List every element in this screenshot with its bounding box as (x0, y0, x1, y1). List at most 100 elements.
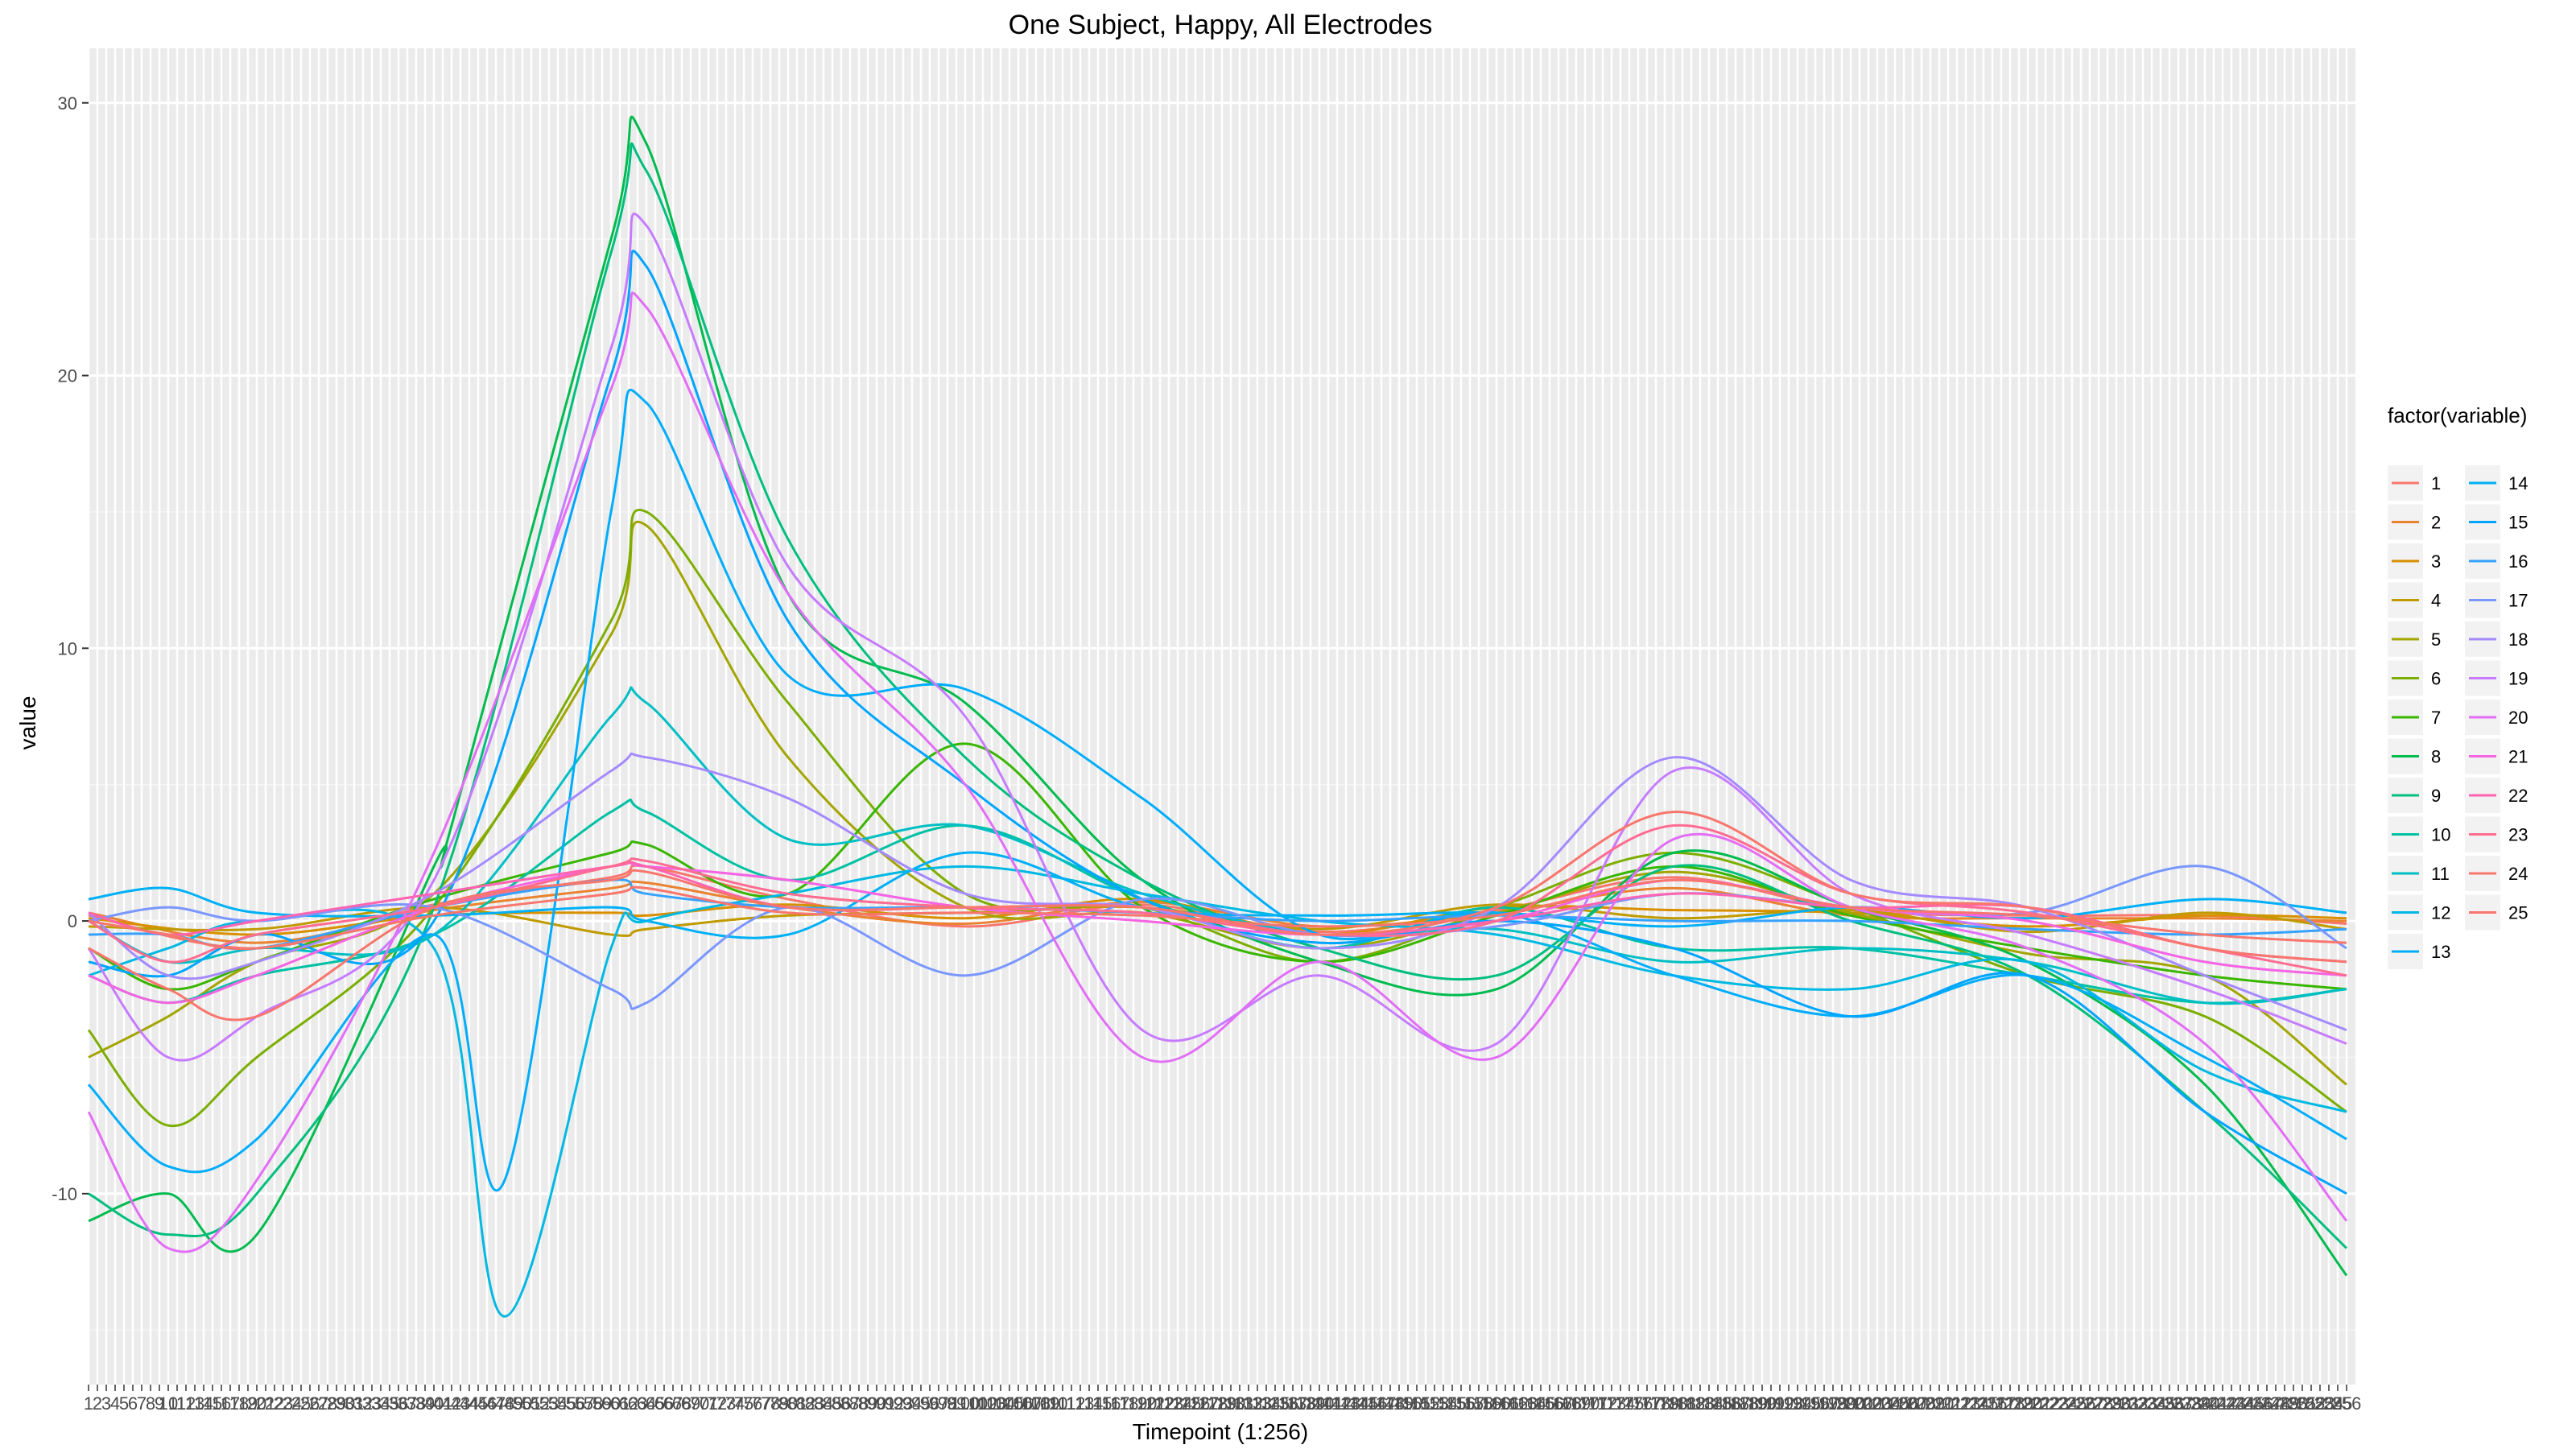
x-tick-label: 215 (1969, 1393, 1999, 1414)
x-tick-label: 74 (725, 1393, 745, 1414)
legend-label: 12 (2431, 903, 2450, 923)
legend-label: 15 (2508, 513, 2528, 533)
x-tick-label: 92 (885, 1393, 904, 1414)
x-tick-label: 233 (2128, 1393, 2158, 1414)
series-line-23 (88, 824, 2347, 977)
legend: factor(variable) 12345678910111213141516… (2388, 403, 2528, 969)
x-tick-label: 239 (2182, 1393, 2211, 1414)
x-tick-label: 222 (2031, 1393, 2061, 1414)
x-tick-label: 48 (495, 1393, 514, 1414)
legend-label: 13 (2431, 942, 2450, 962)
x-tick-label: 173 (1597, 1393, 1627, 1414)
legend-title: factor(variable) (2388, 403, 2527, 427)
x-tick-label: 60 (601, 1393, 621, 1414)
x-tick-label: 129 (1208, 1393, 1237, 1414)
x-tick-label: 126 (1181, 1393, 1211, 1414)
x-tick-label: 217 (1987, 1393, 2017, 1414)
x-tick-label: 246 (2244, 1393, 2273, 1414)
legend-label: 5 (2431, 629, 2441, 650)
x-tick-label: 75 (734, 1393, 753, 1414)
x-tick-label: 62 (619, 1393, 638, 1414)
series-line-25 (88, 878, 2347, 951)
x-tick-label: 128 (1199, 1393, 1228, 1414)
x-tick-label: 46 (477, 1393, 497, 1414)
x-tick-label: 243 (2217, 1393, 2247, 1414)
x-tick-label: 82 (796, 1393, 815, 1414)
legend-label: 7 (2431, 708, 2441, 728)
x-tick-label: 106 (1004, 1393, 1034, 1414)
x-tick-label: 155 (1438, 1393, 1468, 1414)
x-tick-label: 91 (876, 1393, 895, 1414)
x-tick-label: 72 (708, 1393, 727, 1414)
x-tick-label: 93 (894, 1393, 913, 1414)
x-tick-label: 77 (752, 1393, 771, 1414)
x-tick-label: 194 (1783, 1393, 1813, 1414)
x-tick-label: 149 (1385, 1393, 1414, 1414)
x-tick-label: 132 (1234, 1393, 1264, 1414)
x-tick-label: 100 (951, 1393, 980, 1414)
x-tick-label: 134 (1252, 1393, 1282, 1414)
x-axis: 1234567891011121314151617181920212223242… (84, 1385, 2361, 1414)
legend-label: 24 (2508, 864, 2528, 884)
x-tick-label: 210 (1925, 1393, 1955, 1414)
series-line-15 (88, 250, 2347, 1195)
x-tick-label: 22 (265, 1393, 284, 1414)
y-axis: -10 0 10 20 30 (52, 93, 89, 1204)
x-tick-label: 35 (380, 1393, 399, 1414)
x-tick-label: 76 (743, 1393, 762, 1414)
chart-title: One Subject, Happy, All Electrodes (1009, 10, 1433, 40)
x-tick-label: 125 (1172, 1393, 1202, 1414)
x-tick-label: 251 (2288, 1393, 2318, 1414)
x-tick-label: 32 (353, 1393, 373, 1414)
x-tick-label: 188 (1730, 1393, 1760, 1414)
x-tick-label: 141 (1314, 1393, 1344, 1414)
x-tick-label: 64 (637, 1393, 656, 1414)
x-tick-label: 7 (137, 1393, 147, 1414)
x-tick-label: 151 (1402, 1393, 1432, 1414)
x-tick-label: 240 (2190, 1393, 2220, 1414)
x-tick-label: 114 (1075, 1393, 1103, 1414)
x-tick-label: 156 (1447, 1393, 1476, 1414)
x-tick-label: 98 (938, 1393, 957, 1414)
x-tick-label: 102 (968, 1393, 998, 1414)
x-tick-label: 61 (610, 1393, 630, 1414)
x-tick-label: 68 (672, 1393, 691, 1414)
y-tick-label: 30 (58, 93, 77, 114)
x-tick-label: 116 (1092, 1393, 1121, 1414)
x-tick-label: 78 (761, 1393, 780, 1414)
x-tick-label: 250 (2279, 1393, 2309, 1414)
legend-label: 11 (2431, 864, 2450, 884)
x-tick-label: 150 (1393, 1393, 1423, 1414)
x-tick-label: 255 (2323, 1393, 2353, 1414)
x-tick-label: 8 (146, 1393, 155, 1414)
x-tick-label: 70 (690, 1393, 709, 1414)
x-tick-label: 81 (787, 1393, 807, 1414)
x-tick-label: 99 (947, 1393, 966, 1414)
x-tick-label: 29 (327, 1393, 346, 1414)
x-tick-label: 232 (2120, 1393, 2149, 1414)
x-tick-label: 57 (575, 1393, 594, 1414)
legend-label: 19 (2508, 669, 2528, 689)
legend-label: 10 (2431, 825, 2450, 845)
x-tick-label: 27 (309, 1393, 328, 1414)
x-tick-label: 17 (221, 1393, 240, 1414)
x-tick-label: 5 (119, 1393, 129, 1414)
x-tick-label: 237 (2164, 1393, 2194, 1414)
x-tick-label: 187 (1721, 1393, 1751, 1414)
x-tick-label: 183 (1686, 1393, 1715, 1414)
x-tick-label: 146 (1358, 1393, 1388, 1414)
series-line-7 (88, 742, 2347, 991)
x-tick-label: 101 (960, 1393, 989, 1414)
x-tick-label: 39 (415, 1393, 435, 1414)
x-tick-label: 96 (920, 1393, 939, 1414)
x-tick-label: 142 (1323, 1393, 1352, 1414)
series-lines (87, 115, 2348, 1318)
x-tick-label: 88 (849, 1393, 869, 1414)
x-tick-label: 180 (1659, 1393, 1689, 1414)
x-tick-label: 50 (513, 1393, 532, 1414)
x-tick-label: 166 (1535, 1393, 1565, 1414)
x-tick-label: 252 (2297, 1393, 2326, 1414)
x-tick-label: 90 (867, 1393, 886, 1414)
